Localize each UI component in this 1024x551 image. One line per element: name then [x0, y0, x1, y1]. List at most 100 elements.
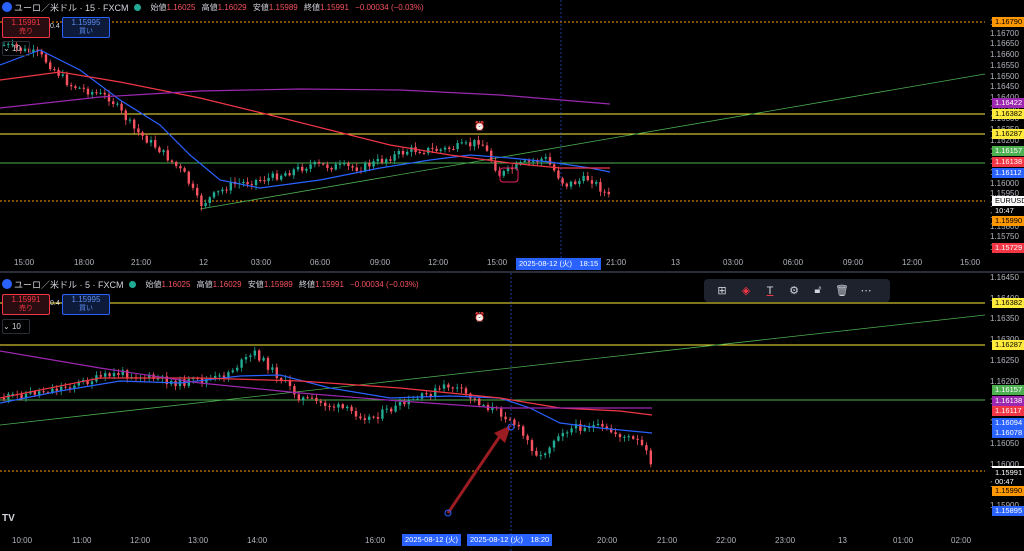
bottom-chart-canvas[interactable]: ⏰	[0, 273, 1024, 551]
candle-body	[149, 140, 153, 143]
candle-body	[614, 432, 617, 435]
candle-body	[532, 160, 535, 162]
candle-body	[103, 92, 106, 95]
candle-body	[179, 166, 182, 169]
candle-body	[464, 388, 468, 394]
candle-body	[2, 398, 6, 400]
price-tick-label: 1.16050	[990, 438, 1019, 448]
symbol-title[interactable]: ユーロ／米ドル · 15 · FXCM	[14, 2, 129, 13]
time-tick-label: 06:00	[783, 258, 804, 267]
candle-body	[33, 391, 36, 395]
candle-body	[513, 419, 516, 425]
candle-body	[522, 426, 525, 436]
candle-body	[337, 404, 340, 408]
time-tick-label: 13:00	[188, 536, 209, 545]
candle-body	[128, 119, 132, 121]
candle-body	[469, 142, 472, 147]
candle-body	[548, 447, 551, 454]
lock-icon[interactable]: 🔓︎	[814, 284, 822, 296]
fill-icon[interactable]: ◈	[741, 285, 751, 297]
candle-body	[271, 367, 274, 370]
sell-button[interactable]: 1.15991 売り	[2, 294, 50, 315]
text-icon[interactable]: T	[766, 284, 774, 297]
candle-body	[579, 424, 582, 431]
buy-button[interactable]: 1.15995 買い	[62, 294, 110, 315]
candle-body	[116, 103, 119, 105]
time-tick-label: 12:00	[130, 536, 151, 545]
candle-body	[649, 450, 652, 465]
more-icon[interactable]: ⋯	[860, 285, 872, 297]
candle-body	[227, 372, 230, 378]
tradingview-logo[interactable]: TV	[2, 513, 15, 524]
symbol-title[interactable]: ユーロ／米ドル · 5 · FXCM	[14, 279, 124, 290]
candle-body	[158, 147, 161, 153]
candle-body	[381, 409, 384, 419]
time-tick-label: 18:00	[74, 258, 95, 267]
time-tick-label: 21:00	[657, 536, 678, 545]
candle-body	[354, 411, 358, 417]
candle-body	[481, 144, 484, 146]
add-icon[interactable]: ⊞	[717, 285, 727, 297]
candle-body	[434, 388, 437, 397]
candle-body	[23, 48, 27, 51]
lot-size-field[interactable]: ⌄ 10	[2, 319, 30, 334]
candle-body	[482, 405, 485, 407]
candle-body	[242, 181, 245, 184]
candle-body	[574, 181, 577, 184]
top-chart-canvas[interactable]: ⏰	[0, 0, 1024, 271]
pane-separator[interactable]	[0, 271, 1024, 273]
candle-body	[508, 419, 512, 421]
candle-body	[632, 436, 635, 439]
top-chart-pane[interactable]: ⏰ ユーロ／米ドル · 15 · FXCM 始値1.16025 高値1.1602…	[0, 0, 1024, 271]
trend-line	[0, 314, 986, 426]
moving-average-line	[0, 49, 611, 189]
candle-body	[2, 44, 6, 46]
time-tick-label: 11:00	[72, 536, 92, 545]
buy-button[interactable]: 1.15995 買い	[62, 17, 110, 38]
candle-body	[44, 54, 48, 63]
price-tag: 1.16112	[992, 168, 1024, 178]
candle-body	[301, 166, 304, 171]
time-tick-label: 15:00	[487, 258, 508, 267]
candle-body	[11, 393, 14, 395]
candle-body	[422, 152, 426, 154]
price-tick-label: 1.16200	[990, 376, 1019, 386]
candle-body	[574, 424, 578, 429]
candle-body	[527, 160, 531, 162]
settings-icon[interactable]: ⚙	[789, 285, 799, 297]
lot-size-field[interactable]: ⌄ 10	[2, 41, 30, 56]
price-tag: 1.15990	[992, 486, 1024, 496]
candle-body	[68, 387, 72, 389]
candle-body	[154, 140, 157, 148]
price-tag: 1.16078	[992, 428, 1024, 438]
candle-body	[244, 356, 248, 360]
price-tick-label: 1.16550	[990, 60, 1019, 70]
time-tick-label: 12:00	[902, 258, 923, 267]
price-tag: 1.16287	[992, 340, 1024, 350]
candle-body	[443, 147, 447, 150]
sell-button[interactable]: 1.15991 売り	[2, 17, 50, 38]
price-tick-label: 1.15750	[990, 232, 1019, 242]
eu-flag-icon	[2, 2, 12, 12]
candle-body	[596, 423, 600, 426]
candle-body	[557, 436, 560, 441]
candle-body	[208, 197, 211, 204]
bottom-chart-pane[interactable]: ⏰ ユーロ／米ドル · 5 · FXCM 始値1.16025 高値1.16029…	[0, 273, 1024, 551]
price-tag: 1.16138	[992, 157, 1024, 167]
candle-body	[403, 402, 406, 405]
candle-body	[214, 375, 217, 379]
price-tag: 1.16157	[992, 146, 1024, 156]
candle-body	[310, 397, 314, 399]
candle-body	[145, 135, 148, 143]
candle-body	[578, 180, 581, 184]
trash-icon[interactable]: 🗑︎	[835, 285, 849, 297]
candle-body	[347, 163, 350, 167]
candle-body	[49, 62, 52, 70]
candle-body	[588, 427, 591, 429]
candle-body	[51, 388, 54, 393]
candle-body	[332, 406, 336, 408]
candle-body	[412, 399, 415, 401]
price-tag: 1.16138	[992, 396, 1024, 406]
trend-line	[199, 73, 986, 210]
candle-body	[490, 150, 493, 161]
